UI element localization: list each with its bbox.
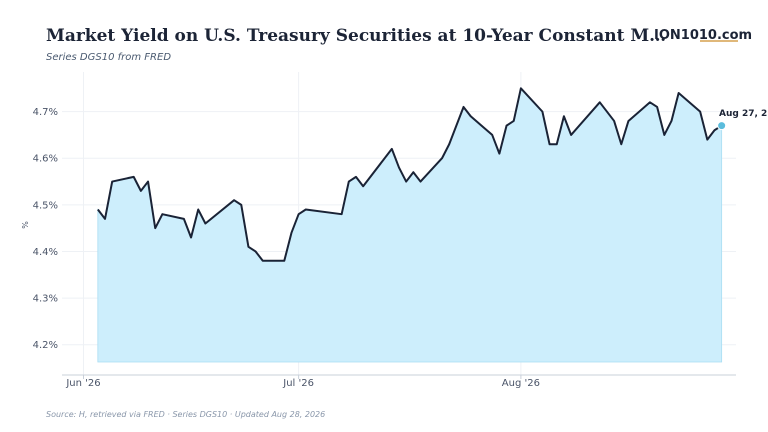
data-point: [613, 120, 615, 122]
data-point: [470, 115, 472, 117]
data-point: [197, 208, 199, 210]
data-point: [491, 134, 493, 136]
data-point: [556, 143, 558, 145]
brand-underline: [700, 40, 738, 42]
area-fill: [97, 87, 723, 363]
data-point: [190, 236, 192, 238]
data-point: [498, 152, 500, 154]
data-point: [663, 134, 665, 136]
data-point: [656, 106, 658, 108]
data-point: [563, 115, 565, 117]
data-point: [513, 120, 515, 122]
data-point: [649, 101, 651, 103]
data-point: [97, 208, 99, 210]
data-point: [161, 213, 163, 215]
y-axis-labels: 4.2% 4.3% 4.4% 4.5% 4.6% 4.7%: [33, 107, 58, 351]
data-point: [283, 260, 285, 262]
data-point: [240, 204, 242, 206]
chart-subtitle: Series DGS10 from FRED: [46, 52, 172, 63]
data-point: [398, 166, 400, 168]
data-point: [147, 180, 149, 182]
data-point: [247, 246, 249, 248]
data-point: [104, 218, 106, 220]
data-point: [254, 250, 256, 252]
data-point: [305, 208, 307, 210]
y-tick-label: 4.2%: [33, 340, 58, 351]
end-marker: Aug 27, 2: [717, 109, 767, 131]
y-tick-label: 4.6%: [33, 154, 58, 165]
data-point: [706, 138, 708, 140]
data-point: [548, 143, 550, 145]
data-point: [670, 120, 672, 122]
data-point: [419, 180, 421, 182]
data-point: [541, 110, 543, 112]
data-point: [412, 171, 414, 173]
data-point: [677, 92, 679, 94]
data-point: [570, 134, 572, 136]
y-tick-label: 4.4%: [33, 247, 58, 258]
brand-logo[interactable]: ION1010.com: [654, 28, 753, 43]
data-point: [520, 87, 522, 89]
data-point: [699, 110, 701, 112]
data-point: [441, 157, 443, 159]
end-point-label: Aug 27, 2: [719, 109, 767, 119]
data-point: [233, 199, 235, 201]
y-tick-label: 4.3%: [33, 294, 58, 305]
data-point: [111, 180, 113, 182]
data-point: [627, 120, 629, 122]
y-axis-title: %: [21, 221, 30, 229]
data-point: [140, 190, 142, 192]
data-point: [154, 227, 156, 229]
x-axis-labels: Jun '26 Jul '26 Aug '26: [65, 378, 540, 389]
data-point: [505, 124, 507, 126]
data-point: [290, 232, 292, 234]
area-series: [97, 87, 723, 363]
data-point: [448, 143, 450, 145]
data-point: [391, 148, 393, 150]
source-footer: Source: H, retrieved via FRED · Series D…: [46, 410, 326, 419]
y-tick-label: 4.5%: [33, 200, 58, 211]
end-point-dot: [717, 121, 727, 131]
x-tick-label: Aug '26: [502, 378, 540, 389]
data-point: [620, 143, 622, 145]
data-point: [713, 129, 715, 131]
x-tick-label: Jun '26: [65, 378, 100, 389]
x-tick-label: Jul '26: [282, 378, 314, 389]
data-point: [362, 185, 364, 187]
data-point: [462, 106, 464, 108]
data-point: [340, 213, 342, 215]
data-point: [599, 101, 601, 103]
data-point: [262, 260, 264, 262]
data-point: [133, 176, 135, 178]
data-point: [204, 222, 206, 224]
data-point: [348, 180, 350, 182]
data-point: [405, 180, 407, 182]
y-tick-label: 4.7%: [33, 107, 58, 118]
data-point: [355, 176, 357, 178]
data-point: [183, 218, 185, 220]
series-line: [97, 87, 723, 262]
data-point: [297, 213, 299, 215]
